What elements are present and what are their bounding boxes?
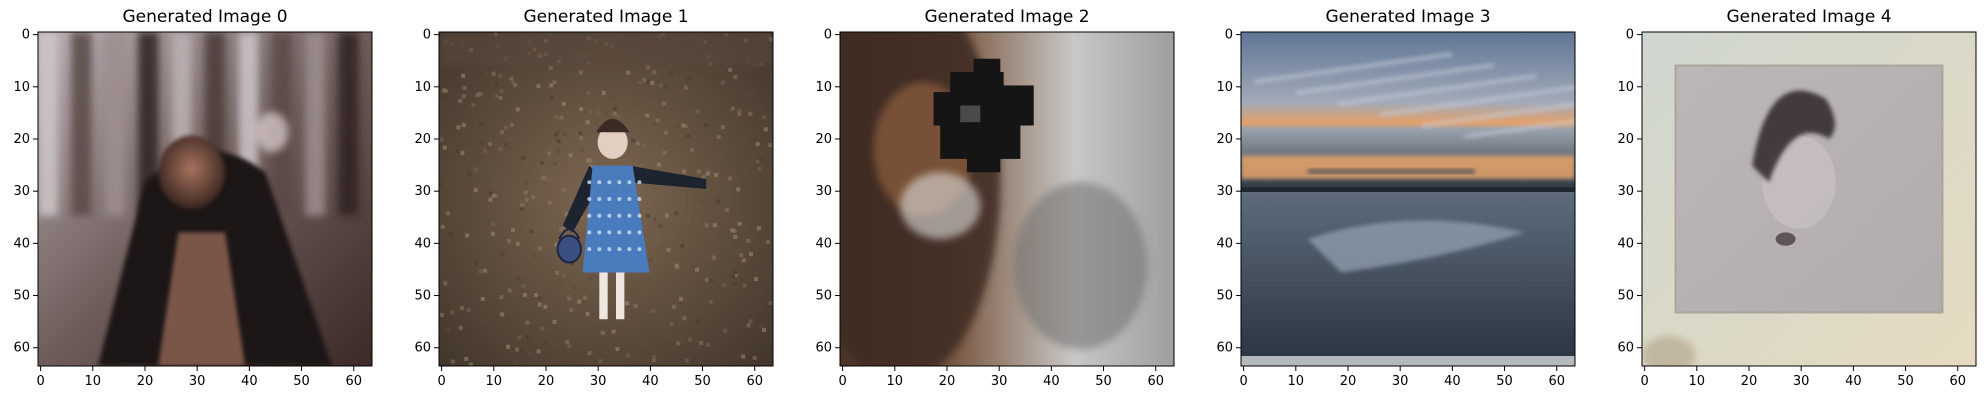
y-tick-label: 30 bbox=[13, 184, 30, 199]
x-tick-label: 20 bbox=[137, 374, 154, 389]
axes-frame bbox=[1240, 31, 1576, 367]
x-tick-label: 30 bbox=[1793, 374, 1810, 389]
y-tick-label: 60 bbox=[13, 341, 30, 356]
x-tick-label: 50 bbox=[1095, 374, 1112, 389]
x-tick-label: 60 bbox=[1548, 374, 1565, 389]
y-tick-label: 30 bbox=[1216, 184, 1233, 199]
x-tick-label: 0 bbox=[437, 374, 445, 389]
panel-generated-image-3: Generated Image 3 0 10 20 30 40 50 60 0 10 20 30 40 5… bbox=[1216, 7, 1576, 389]
y-tick-label: 50 bbox=[1617, 289, 1634, 304]
y-tick-label: 50 bbox=[1216, 289, 1233, 304]
x-tick-label: 30 bbox=[590, 374, 607, 389]
y-tick-label: 10 bbox=[1617, 80, 1634, 95]
panel-title: Generated Image 1 bbox=[523, 7, 688, 27]
image-content bbox=[439, 32, 773, 366]
y-tick-label: 0 bbox=[423, 28, 431, 43]
x-tick-label: 60 bbox=[1147, 374, 1164, 389]
y-tick-label: 0 bbox=[824, 28, 832, 43]
axes-frame bbox=[438, 31, 774, 367]
y-tick-label: 10 bbox=[414, 80, 431, 95]
y-tick-label: 0 bbox=[22, 28, 30, 43]
x-tick-label: 10 bbox=[1288, 374, 1305, 389]
y-tick-label: 40 bbox=[1617, 236, 1634, 251]
x-tick-label: 20 bbox=[1340, 374, 1357, 389]
x-tick-label: 20 bbox=[538, 374, 555, 389]
y-tick-label: 20 bbox=[815, 132, 832, 147]
x-tick-label: 40 bbox=[1444, 374, 1461, 389]
image-content bbox=[840, 32, 1174, 366]
axes-frame bbox=[839, 31, 1175, 367]
x-tick-label: 10 bbox=[85, 374, 102, 389]
image-content bbox=[1241, 32, 1575, 366]
x-tick-label: 30 bbox=[1392, 374, 1409, 389]
y-tick-label: 10 bbox=[1216, 80, 1233, 95]
x-tick-label: 50 bbox=[694, 374, 711, 389]
x-tick-label: 20 bbox=[939, 374, 956, 389]
panel-generated-image-1: Generated Image 1 0 10 20 30 40 50 60 0 10 20 30 40 5… bbox=[414, 7, 774, 389]
x-tick-label: 10 bbox=[1689, 374, 1706, 389]
x-tick-label: 0 bbox=[838, 374, 846, 389]
y-tick-label: 50 bbox=[13, 289, 30, 304]
x-tick-label: 40 bbox=[642, 374, 659, 389]
y-tick-label: 50 bbox=[815, 289, 832, 304]
x-tick-label: 10 bbox=[887, 374, 904, 389]
x-tick-label: 10 bbox=[486, 374, 503, 389]
x-tick-label: 0 bbox=[36, 374, 44, 389]
y-tick-label: 40 bbox=[13, 236, 30, 251]
x-tick-label: 40 bbox=[1845, 374, 1862, 389]
x-tick-label: 60 bbox=[345, 374, 362, 389]
x-tick-label: 30 bbox=[991, 374, 1008, 389]
x-tick-label: 60 bbox=[746, 374, 763, 389]
y-tick-label: 60 bbox=[815, 341, 832, 356]
panel-generated-image-4: Generated Image 4 0 10 20 30 40 50 60 0 10 20 30 40 5… bbox=[1617, 7, 1977, 389]
x-tick-label: 20 bbox=[1741, 374, 1758, 389]
x-tick-label: 50 bbox=[293, 374, 310, 389]
axes-frame bbox=[37, 31, 373, 367]
x-tick-label: 0 bbox=[1239, 374, 1247, 389]
y-tick-label: 40 bbox=[414, 236, 431, 251]
x-tick-label: 40 bbox=[1043, 374, 1060, 389]
x-tick-label: 30 bbox=[189, 374, 206, 389]
y-tick-label: 50 bbox=[414, 289, 431, 304]
image-content bbox=[1642, 32, 1976, 366]
image-content bbox=[38, 32, 372, 366]
axes-frame bbox=[1641, 31, 1977, 367]
x-tick-label: 40 bbox=[241, 374, 258, 389]
x-tick-label: 50 bbox=[1496, 374, 1513, 389]
y-tick-label: 20 bbox=[1617, 132, 1634, 147]
y-tick-label: 60 bbox=[1617, 341, 1634, 356]
panel-generated-image-0: Generated Image 0 0 10 20 30 40 50 60 0 10 20 30 40 5… bbox=[13, 7, 373, 389]
y-tick-label: 20 bbox=[1216, 132, 1233, 147]
x-tick-label: 0 bbox=[1640, 374, 1648, 389]
y-tick-label: 0 bbox=[1225, 28, 1233, 43]
y-tick-label: 30 bbox=[414, 184, 431, 199]
y-tick-label: 10 bbox=[13, 80, 30, 95]
y-tick-label: 30 bbox=[815, 184, 832, 199]
y-tick-label: 10 bbox=[815, 80, 832, 95]
x-tick-label: 50 bbox=[1897, 374, 1914, 389]
panel-generated-image-2: Generated Image 2 0 10 20 30 40 50 60 0 10 20 30 40 5… bbox=[815, 7, 1175, 389]
y-tick-label: 20 bbox=[13, 132, 30, 147]
y-tick-label: 30 bbox=[1617, 184, 1634, 199]
y-tick-label: 40 bbox=[815, 236, 832, 251]
panel-title: Generated Image 0 bbox=[122, 7, 287, 27]
panel-title: Generated Image 2 bbox=[924, 7, 1089, 27]
y-tick-label: 60 bbox=[414, 341, 431, 356]
y-tick-label: 40 bbox=[1216, 236, 1233, 251]
y-tick-label: 20 bbox=[414, 132, 431, 147]
y-tick-label: 60 bbox=[1216, 341, 1233, 356]
panel-title: Generated Image 3 bbox=[1325, 7, 1490, 27]
y-tick-label: 0 bbox=[1626, 28, 1634, 43]
panel-title: Generated Image 4 bbox=[1726, 7, 1891, 27]
x-tick-label: 60 bbox=[1949, 374, 1966, 389]
